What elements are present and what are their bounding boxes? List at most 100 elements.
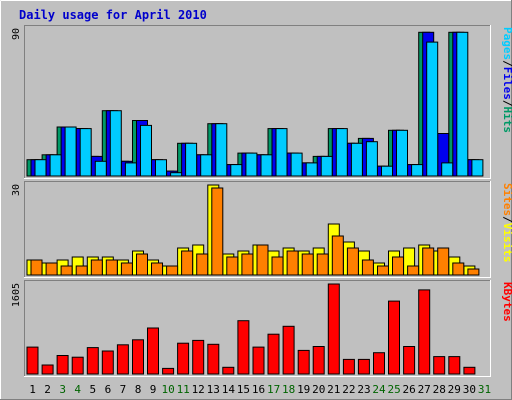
bar-sites-day-27 [422, 247, 435, 276]
bar-sites-day-17 [271, 256, 284, 276]
bar-kbytes-day-17 [267, 333, 280, 375]
bar-sites-day-30 [467, 268, 480, 276]
bar-pages-day-15 [245, 152, 258, 177]
x-tick-label-1: 1 [29, 383, 36, 396]
x-tick-label-31: 31 [478, 383, 491, 396]
bar-sites-day-15 [241, 253, 254, 276]
x-tick-label-9: 9 [150, 383, 157, 396]
bar-pages-day-10 [170, 172, 183, 177]
legend-entry-hits-4: Hits [501, 107, 512, 134]
bar-kbytes-day-19 [297, 349, 310, 375]
bar-kbytes-day-20 [312, 346, 325, 375]
bar-pages-day-7 [124, 162, 137, 177]
bar-sites-day-10 [166, 265, 179, 276]
x-tick-label-15: 15 [237, 383, 250, 396]
bar-pages-day-30 [471, 159, 484, 177]
bar-pages-day-20 [320, 155, 333, 177]
panel-kbytes-legend: KBytes [501, 282, 512, 322]
bar-kbytes-day-26 [403, 346, 416, 375]
legend-entry-sites-0: Sites [501, 183, 512, 216]
bar-kbytes-day-14 [222, 366, 235, 375]
bar-sites-day-1 [30, 259, 43, 276]
legend-entry-sites-2: Visits [501, 223, 512, 263]
bar-pages-day-25 [396, 129, 408, 177]
bar-pages-day-4 [79, 128, 92, 177]
panel-sites-ymax-label: 30 [11, 184, 22, 196]
x-tick-label-19: 19 [297, 383, 310, 396]
legend-entry-hits-1: / [501, 60, 512, 67]
x-tick-label-21: 21 [327, 383, 340, 396]
bar-sites-day-24 [377, 265, 389, 276]
bar-kbytes-day-11 [177, 342, 190, 375]
bar-kbytes-day-2 [41, 364, 54, 375]
legend-entry-sites-1: / [501, 216, 512, 223]
bar-sites-day-26 [407, 265, 420, 276]
x-axis-labels: 1 2 3 4 5 6 7 8 9 10 11 12 13 14 15 16 17 18 19 20 21 22 23 24 2… [29, 383, 491, 396]
x-tick-label-18: 18 [282, 383, 295, 396]
bar-pages-day-12 [200, 154, 213, 177]
bar-kbytes-day-5 [86, 347, 99, 375]
bar-pages-day-9 [155, 159, 167, 177]
bar-kbytes-day-25 [388, 300, 400, 375]
bar-kbytes-day-23 [357, 358, 370, 375]
bar-kbytes-day-9 [147, 327, 159, 375]
bar-pages-day-21 [335, 128, 348, 177]
x-tick-label-22: 22 [342, 383, 355, 396]
chart-panels: 90Pages/Files/Hits30Sites/Visits1605KByt… [11, 25, 512, 377]
bar-kbytes-day-6 [101, 350, 114, 375]
legend-entry-hits-2: Files [501, 67, 512, 100]
bar-pages-day-27 [426, 41, 439, 177]
bar-pages-day-16 [260, 154, 273, 177]
bar-kbytes-day-1 [26, 346, 39, 375]
bar-kbytes-day-18 [282, 325, 295, 375]
panel-hits-ymax-label: 90 [11, 28, 22, 40]
bar-sites-day-12 [196, 253, 209, 276]
panel-kbytes-ymax-label: 1605 [11, 283, 22, 307]
x-tick-label-20: 20 [312, 383, 325, 396]
bar-sites-day-4 [75, 265, 88, 276]
bar-kbytes-day-16 [252, 346, 265, 375]
panel-hits-legend: Pages/Files/Hits [501, 27, 512, 133]
bar-pages-day-3 [64, 126, 77, 177]
bar-sites-day-22 [346, 247, 359, 276]
bar-kbytes-day-28 [433, 356, 446, 375]
x-tick-label-30: 30 [463, 383, 476, 396]
bar-sites-day-14 [226, 256, 239, 276]
x-tick-label-7: 7 [120, 383, 127, 396]
x-tick-label-6: 6 [105, 383, 112, 396]
bar-sites-day-9 [151, 262, 163, 276]
bar-pages-day-13 [215, 123, 228, 177]
x-tick-label-26: 26 [402, 383, 415, 396]
bar-kbytes-day-12 [192, 339, 205, 375]
bar-kbytes-day-30 [463, 366, 476, 375]
bar-pages-day-8 [140, 124, 152, 177]
legend-entry-kbytes-0: KBytes [501, 282, 512, 322]
bar-sites-day-21 [331, 235, 344, 276]
bar-pages-day-2 [49, 154, 62, 177]
bar-sites-day-5 [90, 259, 103, 276]
bar-sites-day-19 [301, 253, 314, 276]
bar-kbytes-day-3 [56, 355, 69, 375]
x-tick-label-2: 2 [44, 383, 51, 396]
bar-sites-day-2 [45, 262, 58, 276]
x-tick-label-24: 24 [372, 383, 386, 396]
panel-sites: 30 Sites/Visits [11, 181, 512, 278]
x-tick-label-29: 29 [448, 383, 461, 396]
x-tick-label-11: 11 [177, 383, 190, 396]
bar-pages-day-11 [185, 142, 198, 177]
bar-pages-day-24 [381, 165, 393, 177]
series-kbytes [26, 283, 476, 375]
bar-pages-day-18 [290, 152, 303, 177]
bar-pages-day-1 [34, 159, 47, 177]
bar-pages-day-23 [365, 141, 378, 177]
chart-title: Daily usage for April 2010 [19, 8, 207, 22]
bar-kbytes-day-4 [71, 356, 84, 375]
panel-sites-legend: Sites/Visits [501, 183, 512, 263]
bar-pages-day-19 [305, 162, 318, 177]
bar-kbytes-day-13 [207, 343, 220, 375]
x-tick-label-8: 8 [135, 383, 142, 396]
bar-sites-day-6 [105, 259, 118, 276]
x-tick-label-5: 5 [89, 383, 96, 396]
